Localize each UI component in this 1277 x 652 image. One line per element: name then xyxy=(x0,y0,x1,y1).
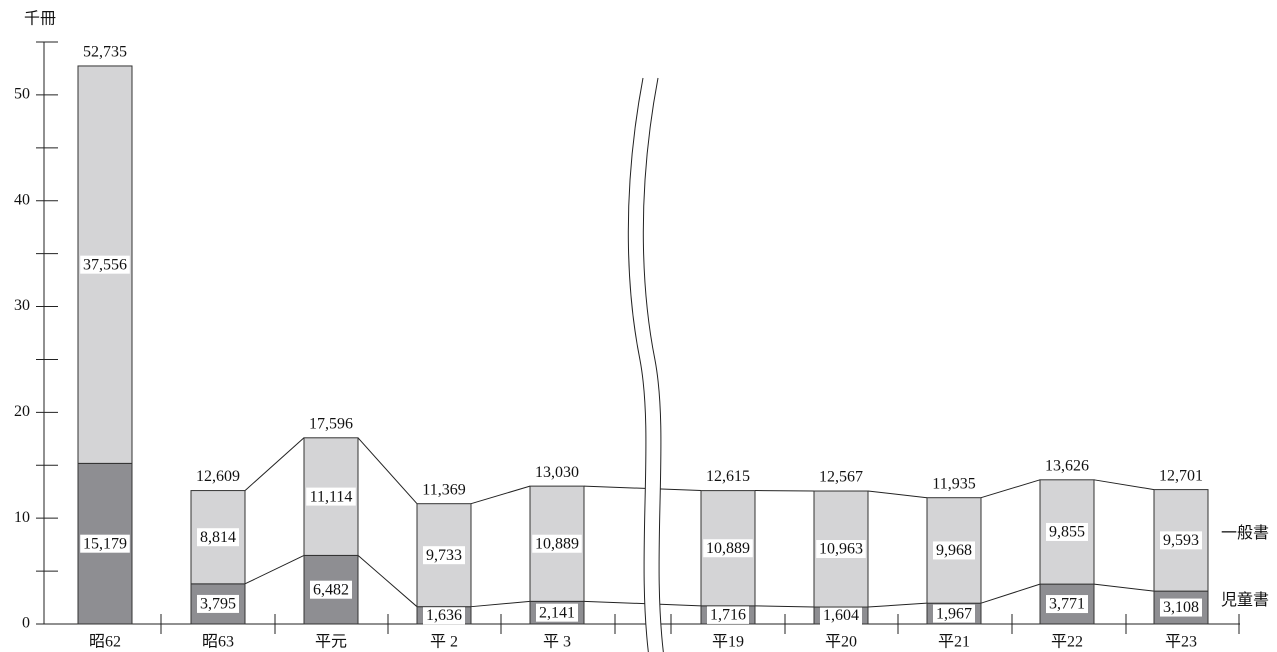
boundary-connector xyxy=(357,555,418,608)
total-label: 11,369 xyxy=(422,481,465,498)
label-box xyxy=(707,605,749,624)
x-tick-label: 平23 xyxy=(1165,634,1197,651)
label-box xyxy=(306,487,356,506)
y-tick-label: 40 xyxy=(14,191,30,208)
value-label: 10,889 xyxy=(706,540,750,557)
axis-break-line xyxy=(627,77,649,652)
x-tick-label: 昭63 xyxy=(202,634,234,651)
value-label: 3,795 xyxy=(200,596,236,613)
y-tick-label: 10 xyxy=(14,509,30,526)
label-box xyxy=(80,255,130,274)
boundary-connector xyxy=(867,602,928,608)
legend-label: 一般書 xyxy=(1221,524,1269,542)
x-tick-label: 平 2 xyxy=(430,634,458,651)
label-box xyxy=(310,580,352,599)
total-label: 52,735 xyxy=(83,44,127,61)
boundary-connector xyxy=(470,600,531,608)
label-box xyxy=(933,541,975,560)
label-box xyxy=(820,606,862,625)
total-connector xyxy=(583,485,702,492)
y-tick-label: 20 xyxy=(14,403,30,420)
label-box xyxy=(1160,598,1202,617)
label-box xyxy=(197,594,239,613)
total-connector xyxy=(357,437,418,505)
label-box xyxy=(536,603,578,622)
value-label: 8,814 xyxy=(200,529,236,546)
total-connector xyxy=(754,490,815,492)
total-label: 12,567 xyxy=(819,469,863,486)
y-tick-label: 0 xyxy=(22,615,30,632)
label-box xyxy=(1046,522,1088,541)
label-box xyxy=(423,606,465,625)
boundary-connector xyxy=(754,605,815,608)
label-box xyxy=(933,604,975,623)
label-box xyxy=(1160,531,1202,550)
label-box xyxy=(80,534,130,553)
label-box xyxy=(197,528,239,547)
y-tick-label: 50 xyxy=(14,86,30,103)
value-label: 9,593 xyxy=(1163,532,1199,549)
boundary-connector xyxy=(1093,583,1155,592)
value-label: 3,108 xyxy=(1163,599,1199,616)
label-box xyxy=(423,546,465,565)
total-label: 12,701 xyxy=(1159,467,1203,484)
value-label: 2,141 xyxy=(539,604,575,621)
x-tick-label: 平20 xyxy=(825,634,857,651)
total-label: 12,615 xyxy=(706,468,750,485)
value-label: 1,636 xyxy=(426,607,462,624)
x-tick-label: 平 3 xyxy=(543,634,571,651)
value-label: 15,179 xyxy=(83,535,127,552)
total-connector xyxy=(470,485,531,505)
label-box xyxy=(1046,595,1088,614)
value-label: 9,733 xyxy=(426,547,462,564)
value-label: 6,482 xyxy=(313,581,349,598)
value-label: 11,114 xyxy=(310,488,353,505)
total-label: 12,609 xyxy=(196,468,240,485)
total-connector xyxy=(244,437,305,491)
value-label: 10,963 xyxy=(819,541,863,558)
total-connector xyxy=(980,479,1041,499)
total-connector xyxy=(867,490,928,499)
x-tick-label: 平21 xyxy=(938,634,970,651)
value-label: 3,771 xyxy=(1049,596,1085,613)
value-label: 37,556 xyxy=(83,256,127,273)
value-label: 1,604 xyxy=(823,607,859,624)
x-tick-label: 昭62 xyxy=(89,634,121,651)
total-label: 13,626 xyxy=(1045,457,1089,474)
legend-label: 児童書 xyxy=(1221,590,1269,609)
label-box xyxy=(816,540,866,559)
boundary-connector xyxy=(583,600,702,607)
x-tick-label: 平22 xyxy=(1051,634,1083,651)
total-label: 11,935 xyxy=(932,475,975,492)
y-axis-label: 千冊 xyxy=(24,10,56,28)
total-connector xyxy=(1093,479,1155,491)
y-tick-label: 30 xyxy=(14,297,30,314)
value-label: 9,855 xyxy=(1049,524,1085,541)
total-label: 17,596 xyxy=(309,415,353,432)
label-box xyxy=(532,534,582,553)
boundary-connector xyxy=(980,583,1041,604)
total-label: 13,030 xyxy=(535,464,579,481)
value-label: 10,889 xyxy=(535,535,579,552)
value-label: 9,968 xyxy=(936,542,972,559)
value-label: 1,716 xyxy=(710,607,746,624)
boundary-connector xyxy=(244,554,305,585)
axis-break-fill xyxy=(628,78,664,652)
x-tick-label: 平元 xyxy=(315,634,347,651)
axis-break-line xyxy=(642,77,664,652)
value-label: 1,967 xyxy=(936,605,972,622)
label-box xyxy=(703,539,753,558)
x-tick-label: 平19 xyxy=(712,634,744,651)
